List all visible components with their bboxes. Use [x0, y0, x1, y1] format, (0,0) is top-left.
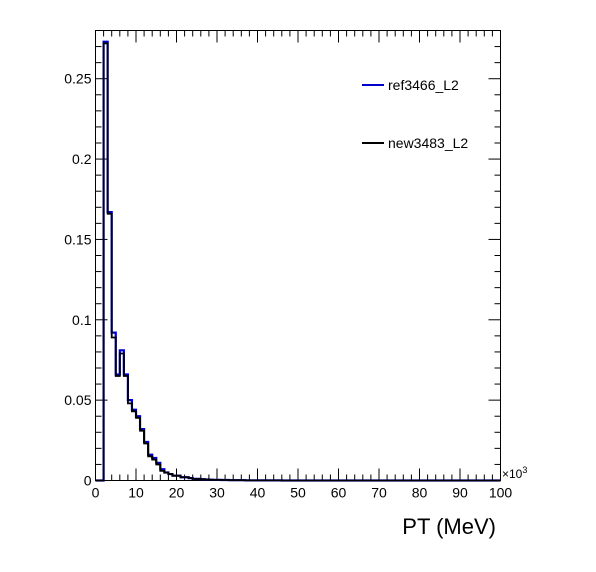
x-tick-label: 30 — [209, 485, 225, 501]
x-axis-title: PT (MeV) — [402, 514, 496, 539]
x-axis-ticks: 0 10 20 30 40 50 60 70 80 90 100 — [92, 30, 513, 501]
x-tick-label: 40 — [250, 485, 266, 501]
x-tick-label: 60 — [331, 485, 347, 501]
legend: ref3466_L2 new3483_L2 — [362, 77, 468, 151]
y-axis-ticks: 0 0.05 0.1 0.15 0.2 0.25 — [64, 30, 501, 489]
x-tick-label: 10 — [128, 485, 144, 501]
y-tick-label: 0.2 — [72, 151, 92, 167]
x-multiplier-label: ×103 — [502, 465, 527, 481]
plot-frame — [95, 30, 501, 481]
x-multiplier-exponent: 3 — [522, 465, 527, 475]
x-tick-label: 20 — [169, 485, 185, 501]
x-tick-label: 50 — [290, 485, 306, 501]
x-tick-label: 0 — [92, 485, 100, 501]
y-tick-label: 0.25 — [64, 71, 91, 87]
x-tick-label: 80 — [412, 485, 428, 501]
x-tick-label: 90 — [452, 485, 468, 501]
series-line-ref3466_L2 — [95, 40, 501, 482]
legend-label-ref: ref3466_L2 — [388, 77, 459, 93]
series-layer — [95, 40, 501, 482]
y-tick-label: 0.15 — [64, 231, 91, 247]
y-tick-label: 0.05 — [64, 392, 91, 408]
y-tick-label: 0.1 — [72, 312, 92, 328]
series-line-new3483_L2 — [95, 42, 501, 482]
x-tick-label: 70 — [371, 485, 387, 501]
x-tick-label: 100 — [489, 485, 513, 501]
y-tick-label: 0 — [84, 473, 92, 489]
legend-label-new: new3483_L2 — [388, 135, 468, 151]
